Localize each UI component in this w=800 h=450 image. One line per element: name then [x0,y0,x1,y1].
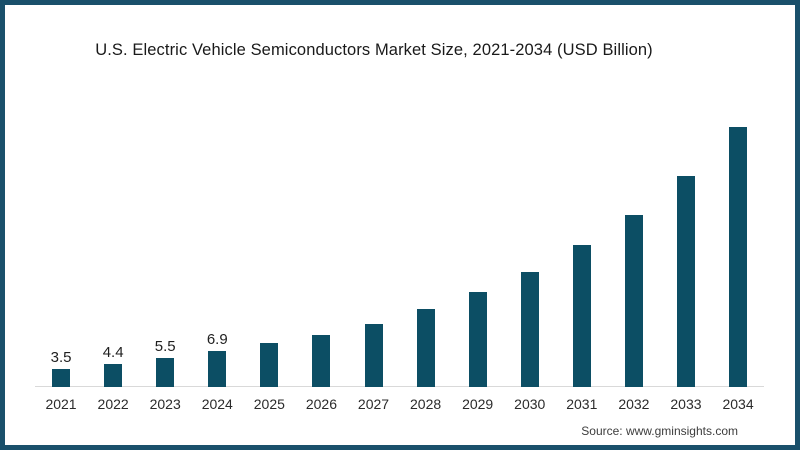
bar-group-2025: 2025 [243,115,295,412]
x-axis-label-2034: 2034 [722,396,754,412]
bar-value-label: 3.5 [50,348,72,366]
bar-group-2031: 2031 [556,115,608,412]
bar-group-2026: 2026 [295,115,347,412]
x-axis-label-2030: 2030 [514,396,546,412]
x-axis-label-2027: 2027 [357,396,390,412]
bar-value-label: 4.4 [102,343,124,361]
bar-group-2033: 2033 [660,115,712,412]
bar-2026 [312,334,331,387]
bar-group-2027: 2027 [347,115,399,412]
bar-group-2029: 2029 [452,115,504,412]
bar-group-2034: 2034 [712,115,764,412]
bar-group-2024: 6.9 2024 [191,115,243,412]
bar-value-label: 5.5 [154,338,176,356]
bar-value-label: 6.9 [206,330,228,348]
bar-group-2032: 2032 [608,115,660,412]
bar-group-2021: 3.5 2021 [35,115,87,412]
bar-2023 [156,358,175,387]
bar-2029 [468,292,487,387]
bar-2021 [52,368,71,387]
bar-2028 [416,309,435,387]
x-axis-label-2032: 2032 [618,396,650,412]
x-axis-label-2024: 2024 [201,396,233,412]
bar-2033 [676,175,695,387]
x-axis-label-2028: 2028 [410,396,442,412]
x-axis-label-2029: 2029 [462,396,494,412]
bar-2025 [260,343,279,387]
bar-2034 [729,126,748,387]
x-axis-label-2033: 2033 [670,396,702,412]
x-axis-line [35,386,764,387]
bar-group-2028: 2028 [400,115,452,412]
x-axis-label-2023: 2023 [149,396,181,412]
bar-2031 [572,245,591,387]
bar-group-2030: 2030 [504,115,556,412]
bar-2024 [208,350,227,387]
bar-2032 [624,214,643,387]
x-axis-label-2031: 2031 [566,396,598,412]
x-axis-label-2022: 2022 [97,396,129,412]
bar-group-2022: 4.4 2022 [87,115,139,412]
bar-2030 [520,272,539,387]
bar-2027 [364,324,383,387]
chart-title: U.S. Electric Vehicle Semiconductors Mar… [95,41,653,59]
bar-2022 [104,363,123,387]
plot-area: 3.5 2021 4.4 2022 5.5 2023 6.9 2024 2025 2026 2027… [35,115,764,412]
bar-group-2023: 5.5 2023 [139,115,191,412]
source-note: Source: www.gminsights.com [581,424,738,438]
x-axis-label-2021: 2021 [45,396,77,412]
x-axis-label-2025: 2025 [253,396,285,412]
x-axis-label-2026: 2026 [305,396,337,412]
